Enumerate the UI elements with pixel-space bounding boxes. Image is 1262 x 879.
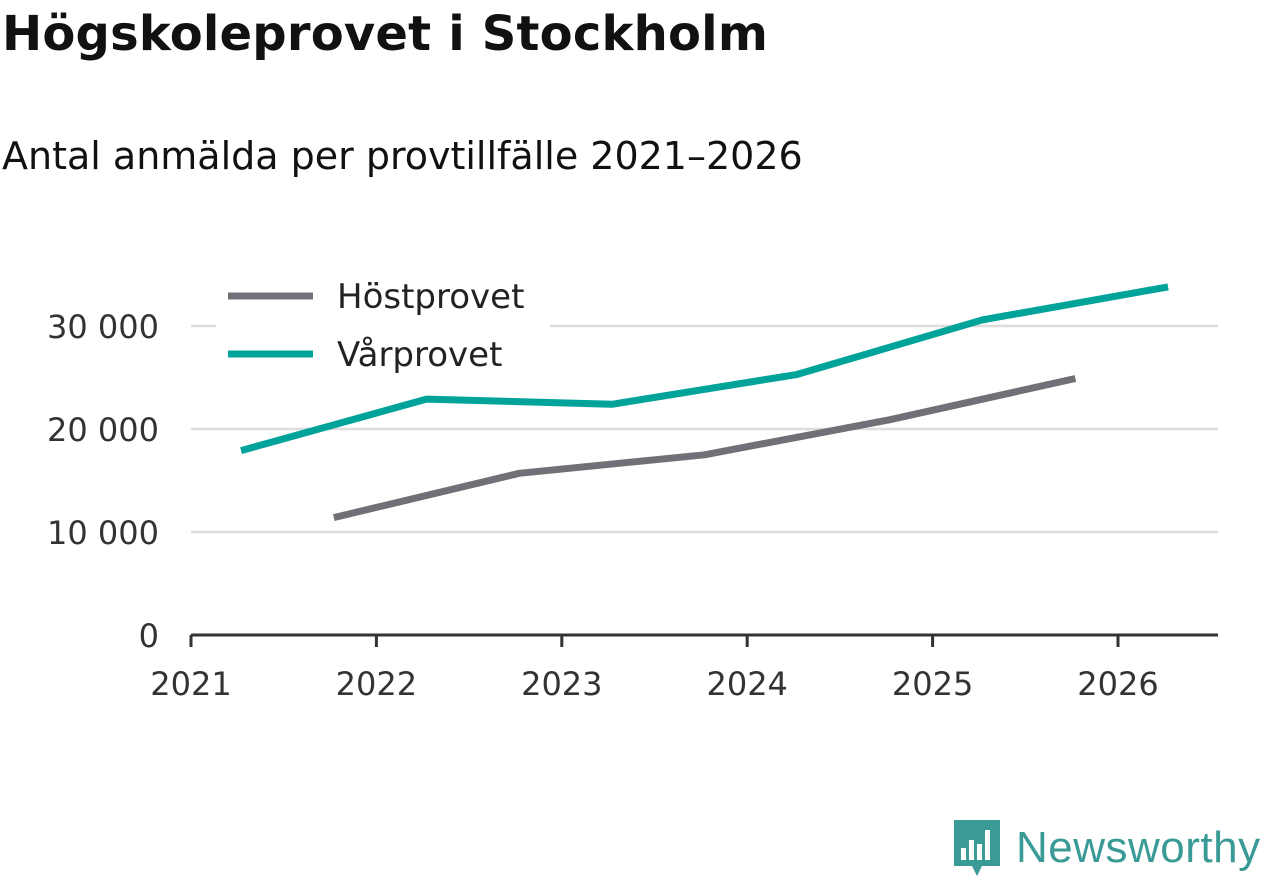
y-tick-label: 0 (139, 617, 159, 655)
legend: Höstprovet Vårprovet (216, 262, 550, 386)
y-tick-label: 30 000 (47, 308, 159, 346)
legend-background (216, 262, 550, 386)
brand-logo: Newsworthy (952, 818, 1261, 878)
y-tick-label: 10 000 (47, 514, 159, 552)
brand-name: Newsworthy (1016, 823, 1261, 872)
series-lines (240, 283, 1169, 522)
series-line-vårprovet (240, 283, 1169, 454)
bar-chart-speech-bubble-icon (954, 820, 1000, 876)
x-tick-label: 2024 (706, 665, 787, 703)
y-tick-label: 20 000 (47, 411, 159, 449)
x-tick-label: 2021 (150, 665, 231, 703)
x-tick-label: 2022 (336, 665, 417, 703)
x-tick-label: 2023 (521, 665, 602, 703)
chart-subtitle: Antal anmälda per provtillfälle 2021–202… (2, 134, 803, 178)
axes: 0 10 000 20 000 30 000 2021 2022 2023 2024 2025 2… (47, 308, 1218, 703)
series-line-höstprovet (332, 375, 1077, 522)
x-tick-label: 2026 (1077, 665, 1158, 703)
legend-label: Vårprovet (337, 335, 502, 375)
chart-title: Högskoleprovet i Stockholm (2, 6, 769, 62)
x-tick-label: 2025 (892, 665, 973, 703)
legend-label: Höstprovet (337, 277, 524, 317)
